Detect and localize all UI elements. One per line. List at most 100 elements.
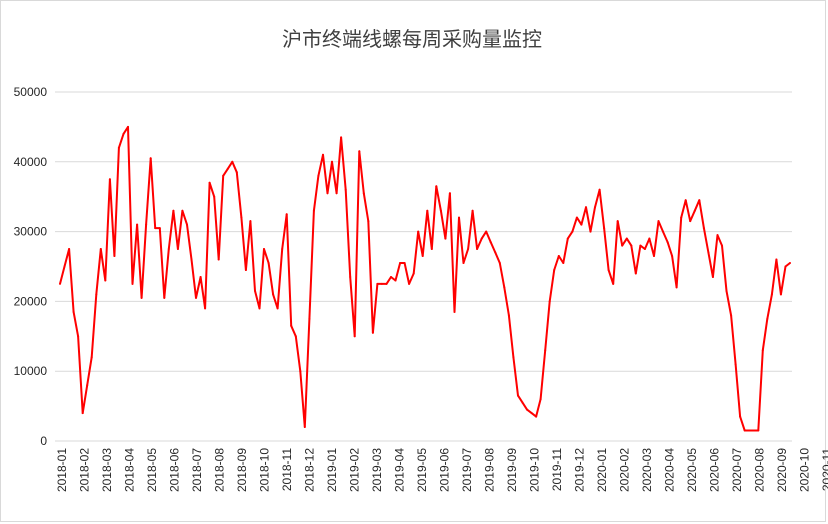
data-point bbox=[770, 293, 773, 296]
x-tick-label: 2018-09 bbox=[235, 448, 249, 492]
data-point bbox=[467, 248, 470, 250]
data-point bbox=[748, 429, 751, 432]
data-point bbox=[580, 223, 583, 226]
data-point bbox=[267, 262, 270, 264]
data-point bbox=[122, 132, 125, 135]
data-point bbox=[598, 188, 601, 191]
data-point bbox=[539, 398, 542, 401]
data-point bbox=[666, 241, 669, 244]
data-point bbox=[312, 209, 315, 212]
data-point bbox=[526, 408, 528, 411]
y-tick-label: 20000 bbox=[14, 294, 48, 308]
data-point bbox=[254, 289, 256, 292]
data-point bbox=[530, 412, 533, 415]
data-point bbox=[698, 199, 701, 202]
data-point bbox=[680, 216, 683, 219]
data-point bbox=[235, 171, 238, 174]
x-tick-label: 2019-12 bbox=[573, 448, 587, 492]
data-point bbox=[181, 209, 184, 212]
data-point bbox=[648, 237, 651, 240]
series-line bbox=[59, 125, 791, 432]
x-tick-label: 2019-05 bbox=[415, 448, 429, 492]
x-tick-label: 2020-09 bbox=[775, 448, 789, 492]
data-point bbox=[108, 178, 111, 181]
x-tick-label: 2020-06 bbox=[708, 448, 722, 492]
data-point bbox=[158, 227, 161, 230]
data-point bbox=[349, 276, 352, 278]
data-point bbox=[77, 335, 80, 338]
data-point bbox=[390, 276, 392, 278]
x-axis-tick-labels: 2018-01 2018-02 2018-03 2018-04 2018-05 2018-… bbox=[55, 448, 828, 492]
data-point bbox=[716, 234, 719, 237]
data-point bbox=[59, 282, 61, 285]
data-point bbox=[489, 241, 492, 244]
data-point bbox=[113, 255, 116, 257]
data-point bbox=[430, 248, 433, 250]
data-point bbox=[616, 220, 619, 223]
data-point bbox=[308, 317, 311, 320]
data-point bbox=[222, 174, 225, 177]
data-point bbox=[653, 255, 655, 257]
data-point bbox=[462, 262, 465, 264]
y-tick-label: 50000 bbox=[14, 85, 48, 99]
data-point bbox=[711, 276, 714, 278]
data-point bbox=[104, 279, 107, 282]
data-point bbox=[131, 282, 134, 285]
x-tick-label: 2018-12 bbox=[303, 448, 317, 492]
data-point bbox=[408, 282, 411, 285]
data-point bbox=[145, 223, 148, 226]
x-tick-label: 2018-04 bbox=[123, 448, 137, 492]
data-point bbox=[303, 426, 306, 428]
data-point bbox=[426, 209, 429, 212]
data-point bbox=[249, 220, 252, 223]
data-point bbox=[671, 255, 674, 257]
x-tick-label: 2019-06 bbox=[438, 448, 452, 492]
data-point bbox=[176, 248, 179, 250]
data-point bbox=[544, 349, 547, 352]
y-tick-label: 10000 bbox=[14, 364, 48, 378]
data-point bbox=[412, 272, 415, 275]
data-point bbox=[562, 262, 565, 264]
x-tick-label: 2020-03 bbox=[640, 448, 654, 492]
data-point bbox=[444, 237, 447, 240]
data-point bbox=[195, 296, 197, 299]
data-point bbox=[766, 317, 769, 320]
data-point bbox=[621, 244, 624, 247]
data-point bbox=[272, 293, 275, 296]
data-point bbox=[517, 394, 519, 397]
data-point bbox=[448, 192, 451, 195]
data-point bbox=[743, 429, 746, 432]
data-point bbox=[761, 349, 764, 352]
data-point bbox=[585, 206, 587, 209]
data-point bbox=[739, 415, 742, 418]
x-tick-label: 2018-11 bbox=[280, 448, 294, 491]
data-point bbox=[721, 244, 723, 247]
data-point bbox=[571, 230, 574, 233]
data-point bbox=[394, 279, 397, 282]
data-point bbox=[199, 276, 202, 278]
data-point bbox=[494, 251, 497, 254]
data-point bbox=[81, 412, 84, 415]
x-tick-label: 2020-11 bbox=[820, 448, 828, 491]
x-tick-label: 2019-01 bbox=[325, 448, 339, 492]
data-point bbox=[285, 213, 288, 216]
data-point bbox=[757, 429, 760, 432]
data-point bbox=[453, 310, 456, 313]
x-tick-label: 2019-07 bbox=[460, 448, 474, 492]
data-point bbox=[439, 209, 442, 212]
data-point bbox=[421, 255, 424, 257]
data-point bbox=[702, 227, 705, 230]
data-point bbox=[68, 248, 71, 250]
x-tick-label: 2020-01 bbox=[595, 448, 609, 492]
data-point bbox=[172, 209, 175, 212]
data-point bbox=[281, 248, 284, 250]
data-point bbox=[512, 356, 515, 359]
y-tick-label: 30000 bbox=[14, 225, 48, 239]
x-tick-label: 2020-05 bbox=[685, 448, 699, 492]
data-point bbox=[471, 209, 474, 212]
data-point bbox=[625, 237, 628, 240]
x-tick-label: 2018-03 bbox=[100, 448, 114, 492]
data-point bbox=[689, 220, 692, 223]
